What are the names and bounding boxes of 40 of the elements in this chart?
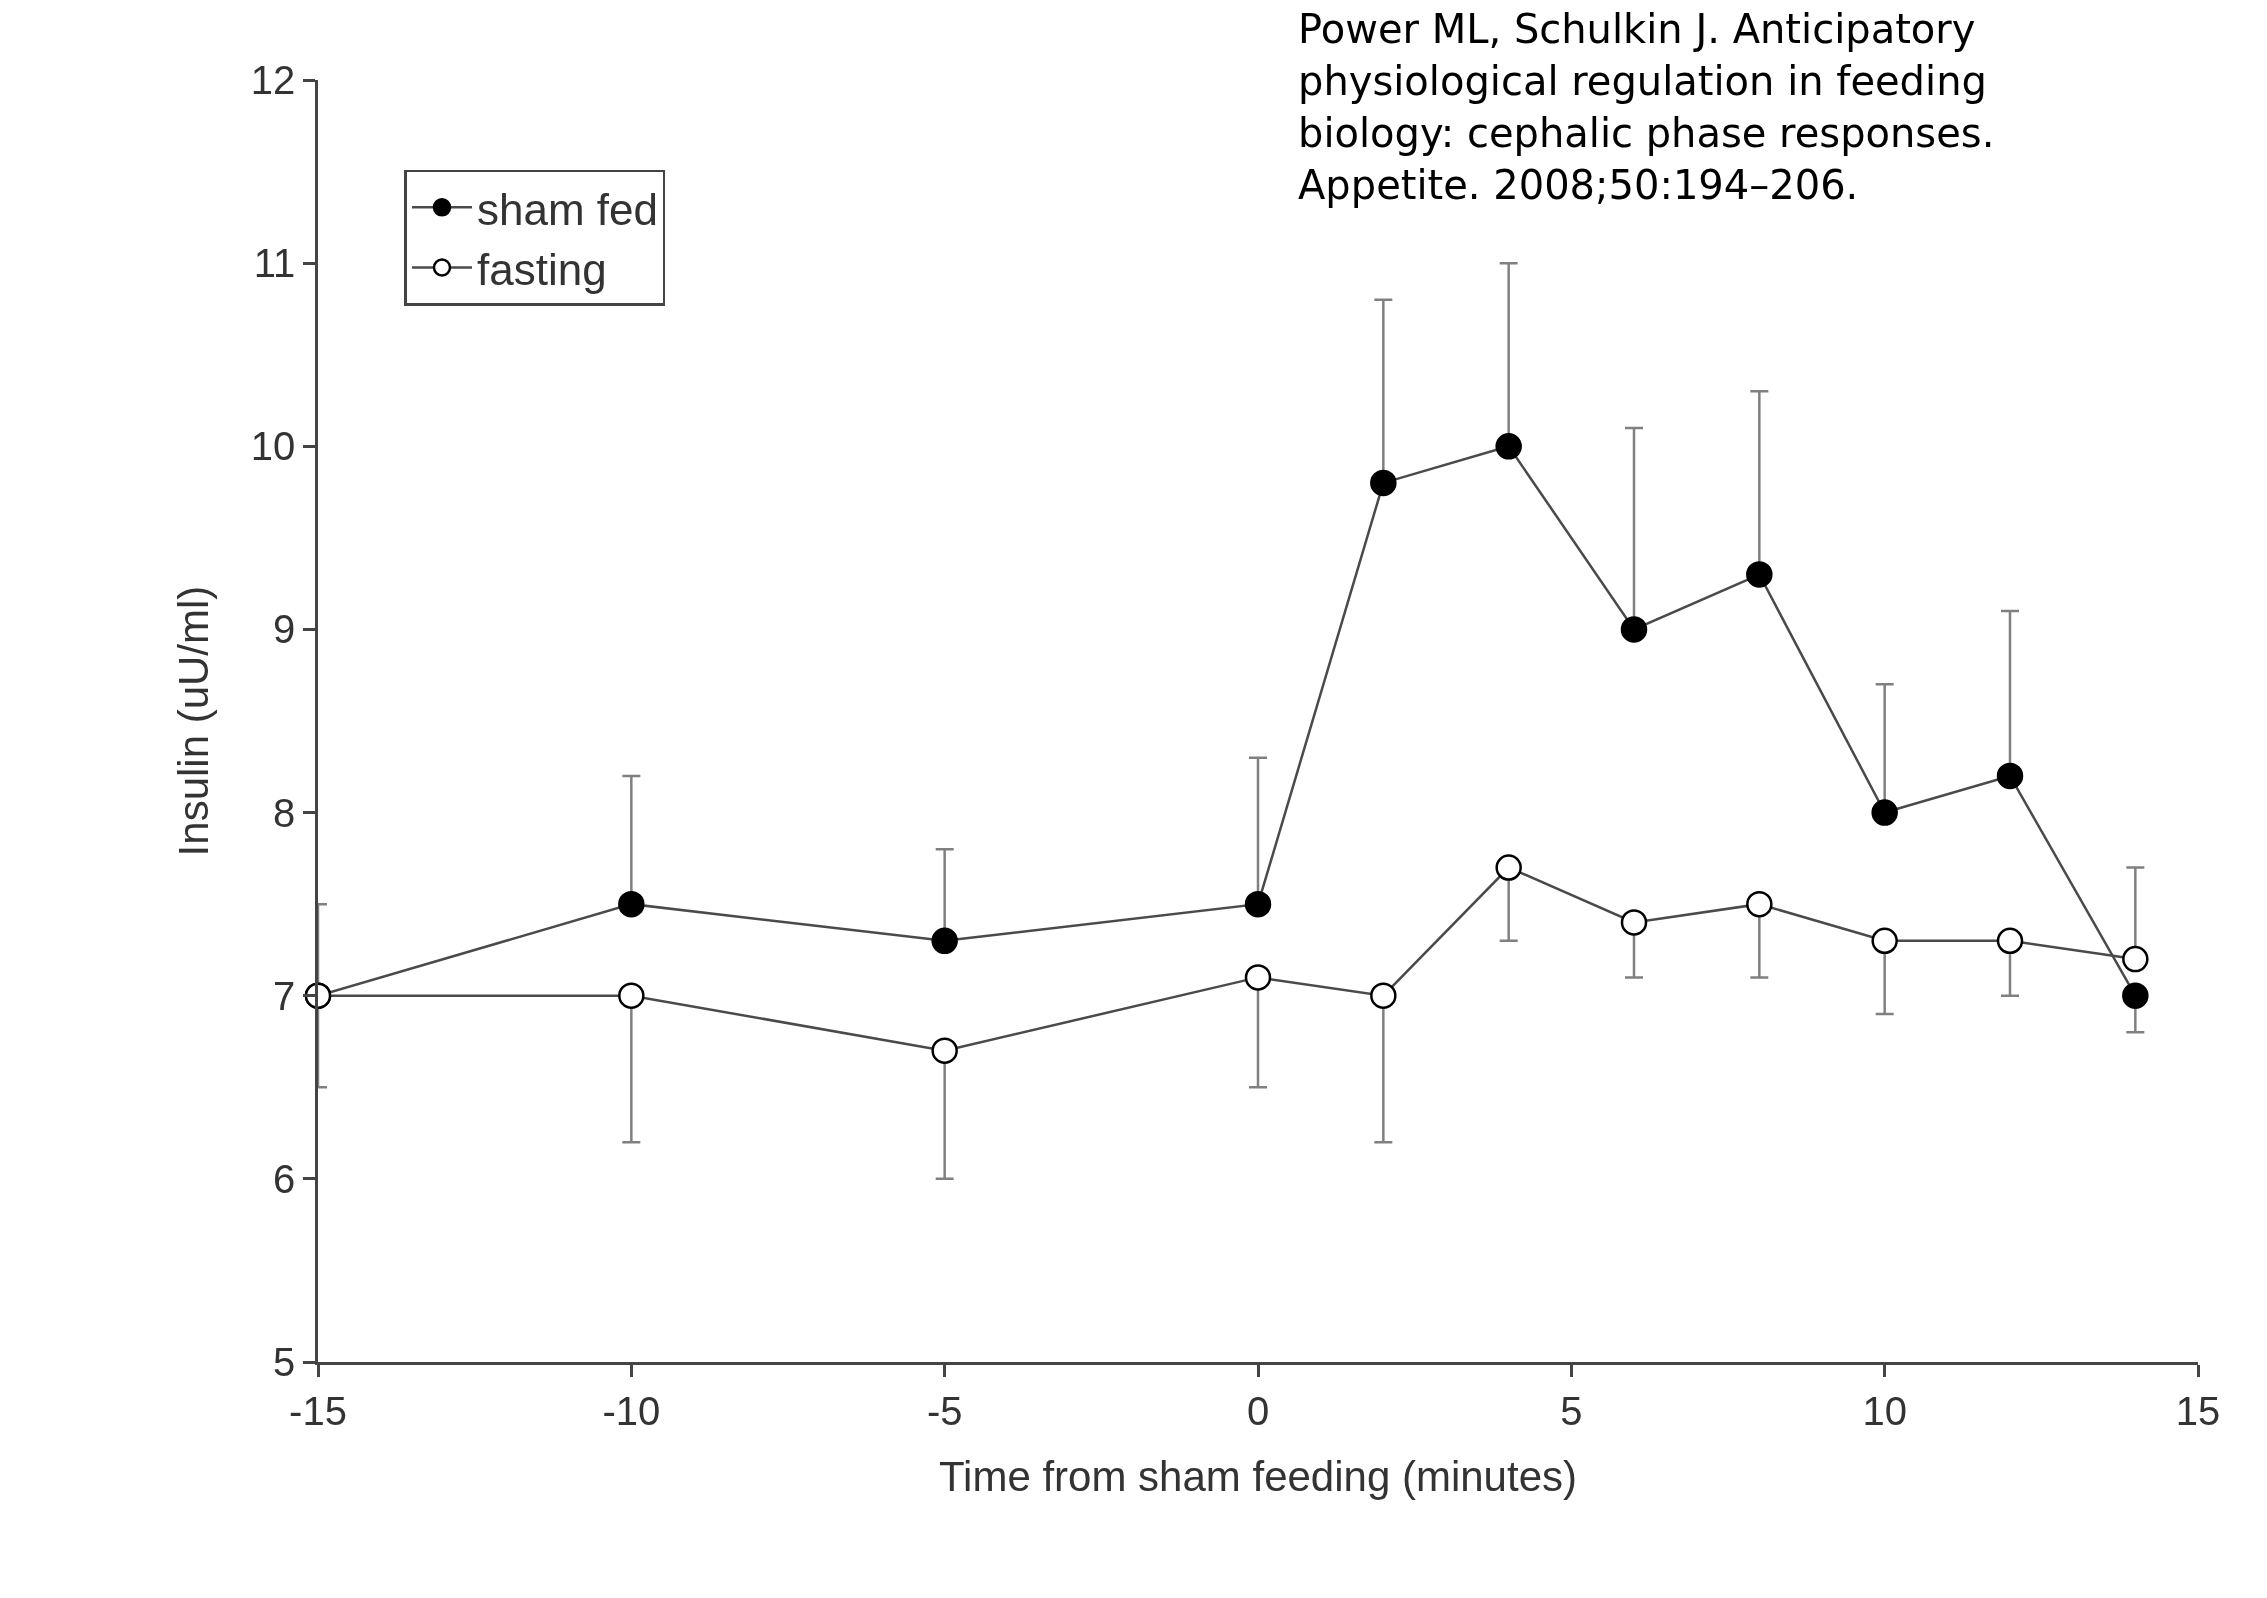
point [1996, 762, 2024, 790]
point [1871, 799, 1898, 826]
point [1495, 433, 1522, 460]
x-tick-label: -5 [926, 1388, 963, 1433]
point [1871, 927, 1898, 955]
point [1244, 964, 1272, 991]
x-axis-title: Time from sham feeding (minutes) [939, 1452, 1577, 1500]
x-tick-label: -15 [289, 1388, 347, 1433]
y-tick-label: 10 [250, 424, 296, 469]
x-tick-label: 10 [1862, 1388, 1907, 1433]
y-tick-label: 7 [273, 973, 296, 1018]
legend-label: fasting [476, 244, 607, 294]
point [618, 890, 645, 918]
x-tick-label: -10 [602, 1388, 661, 1433]
x-tick-label: 5 [1560, 1388, 1583, 1433]
y-tick-label: 6 [273, 1156, 296, 1201]
y-axis-title: Insulin (uU/ml) [169, 585, 217, 857]
annotation: Power ML, Schulkin J. Anticipatory physiological regulation in feeding biology: cephalic phase responses. Appetite. 2008;50:194–206. [1298, 6, 1995, 208]
point [2122, 982, 2149, 1009]
point [1620, 616, 1648, 643]
y-tick-label: 12 [250, 58, 296, 102]
point [931, 927, 958, 955]
point [2122, 945, 2149, 973]
point [931, 1037, 958, 1064]
y-tick-label: 11 [253, 241, 296, 286]
x-tick-label: 0 [1246, 1388, 1270, 1433]
y-tick-label: 5 [273, 1340, 296, 1384]
point [1370, 469, 1397, 497]
x-tick-label: 15 [2175, 1388, 2221, 1433]
point [1370, 982, 1397, 1009]
point [1746, 890, 1773, 918]
point [618, 982, 645, 1009]
legend-label: sham fed [476, 184, 658, 234]
y-tick-label: 8 [273, 790, 296, 835]
point [1495, 854, 1522, 881]
point [1746, 561, 1773, 588]
y-tick-label: 9 [273, 607, 296, 652]
point [1996, 927, 2024, 955]
point [1244, 890, 1272, 918]
point [1620, 909, 1648, 936]
